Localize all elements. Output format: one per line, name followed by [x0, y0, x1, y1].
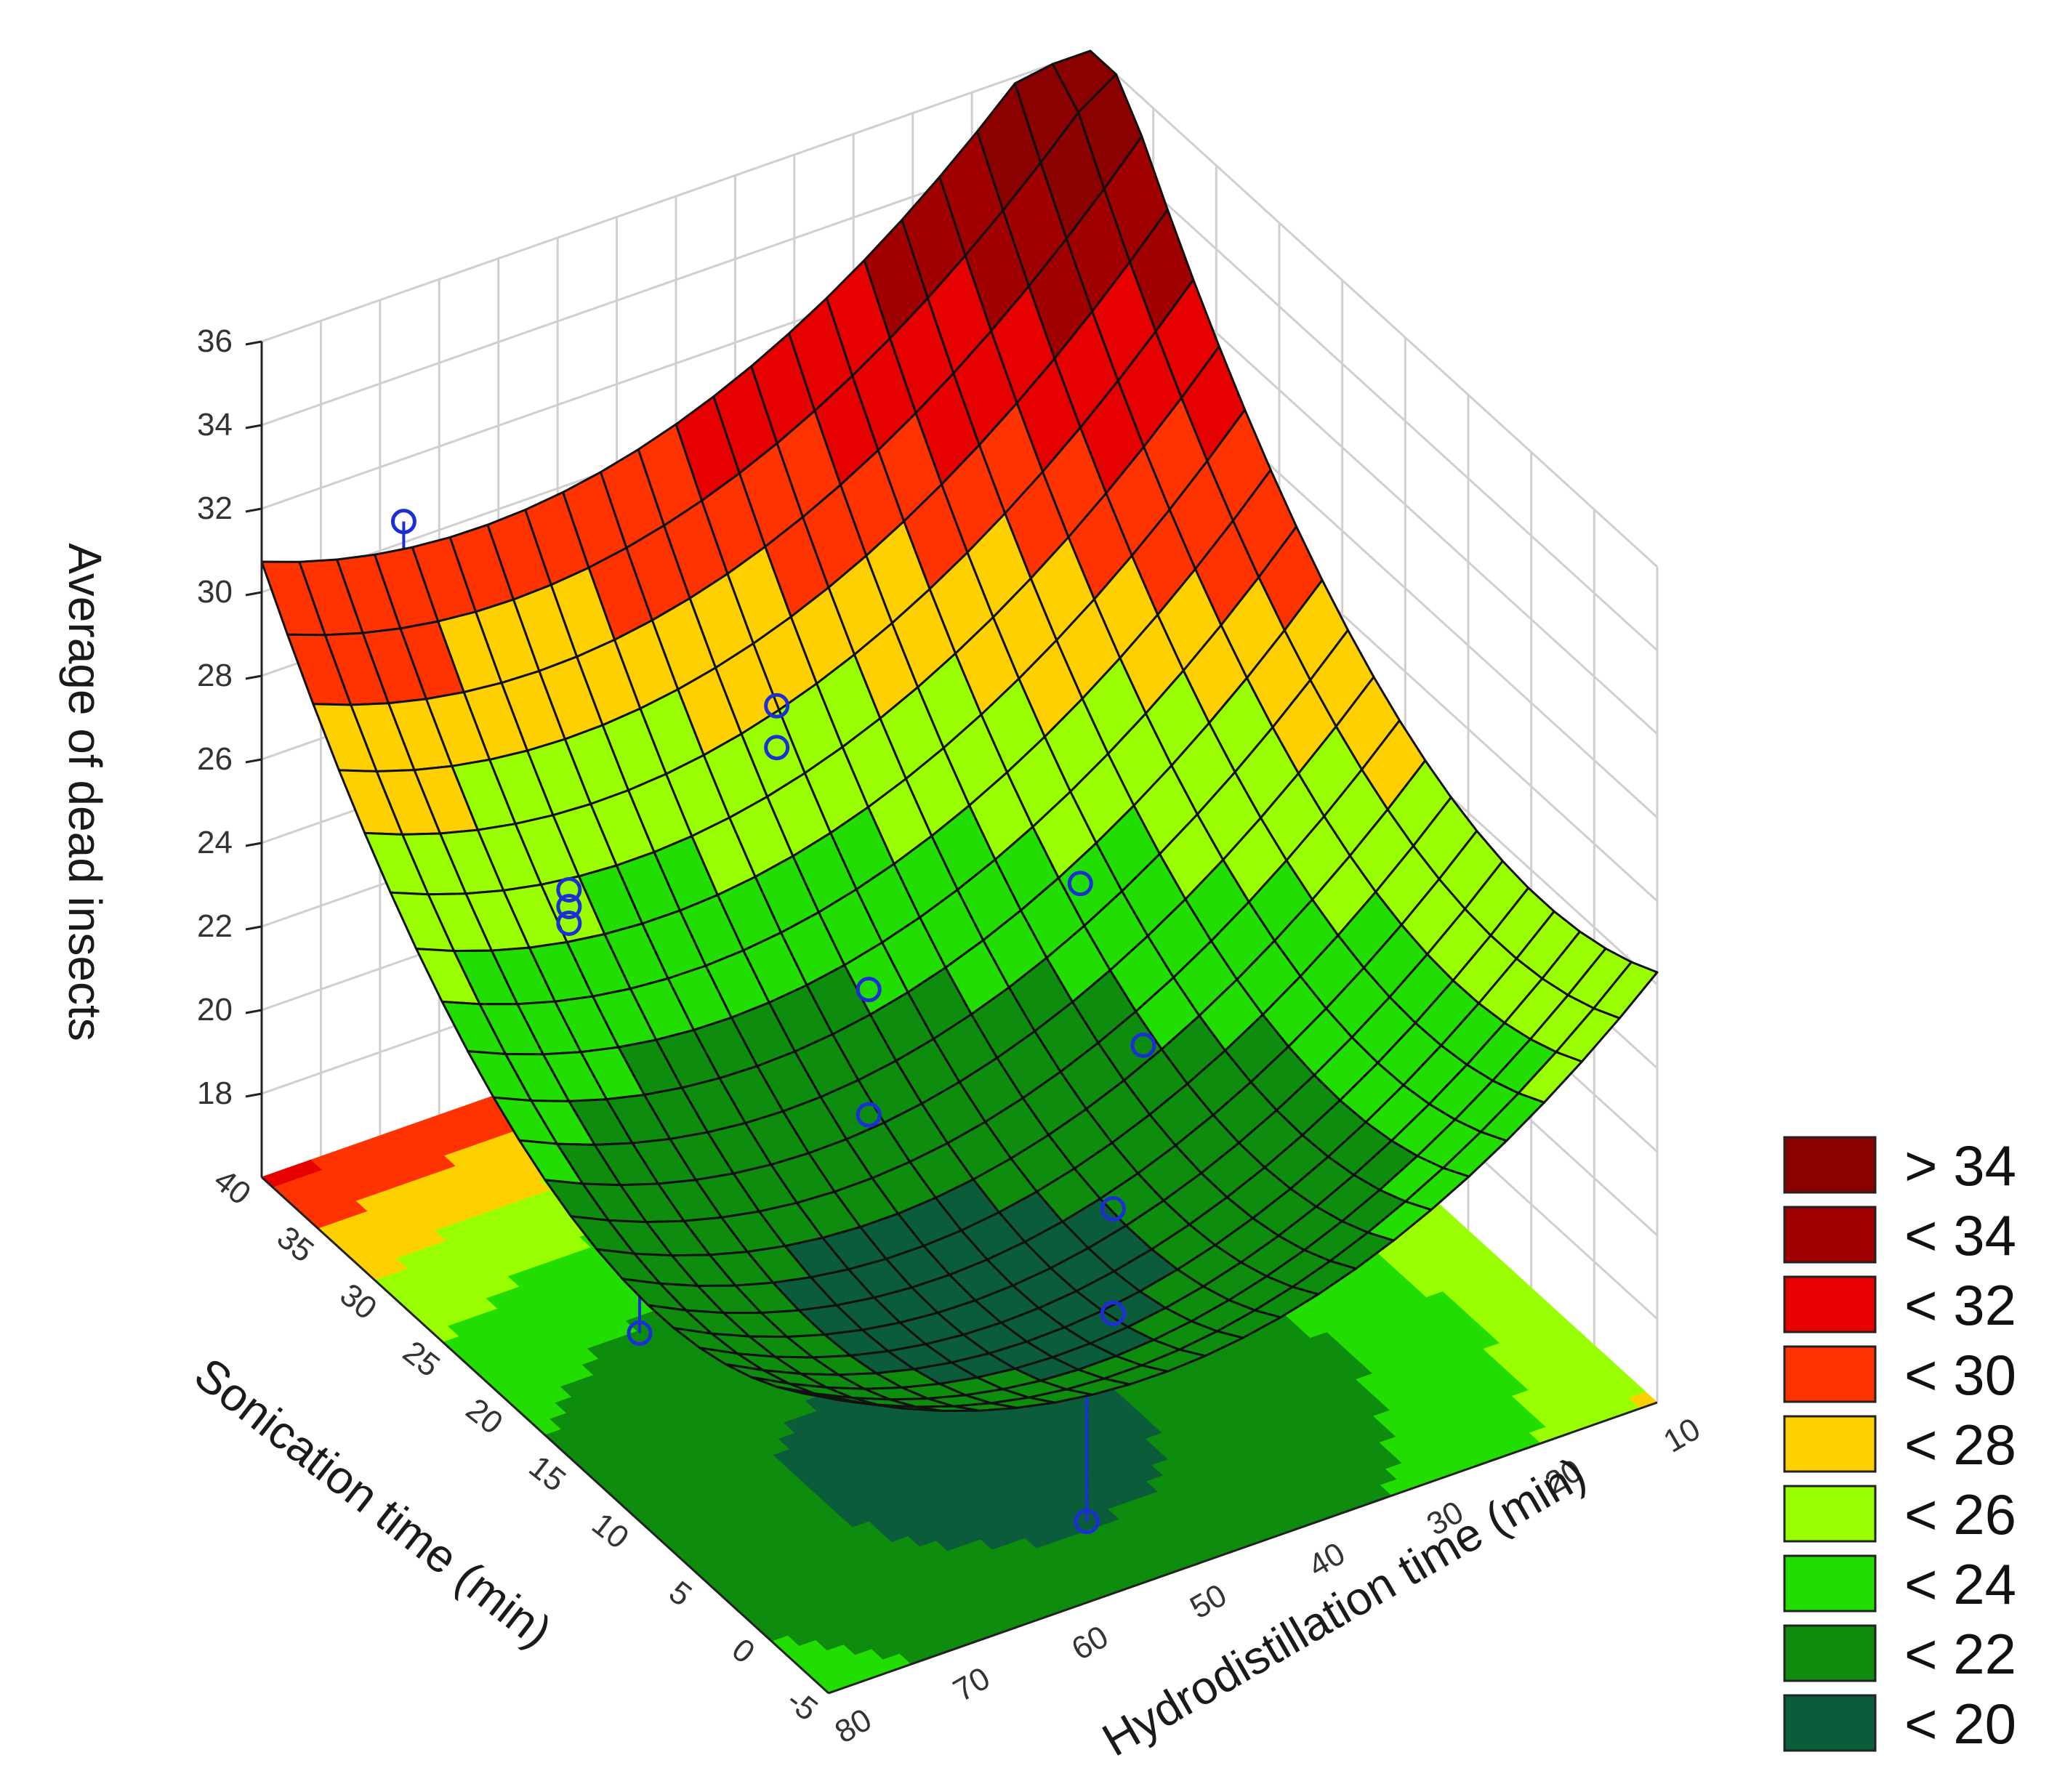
surface-cell: [802, 1392, 868, 1405]
data-point: [856, 977, 882, 1003]
legend: > 34< 34< 32< 30< 28< 26< 24< 22< 20: [1783, 1134, 2016, 1756]
legend-swatch: [1783, 1275, 1877, 1333]
legend-label: < 30: [1904, 1343, 2016, 1407]
legend-label: < 32: [1904, 1273, 2016, 1337]
z-tick-label: 36: [197, 323, 233, 359]
data-point: [390, 509, 416, 535]
legend-swatch: [1783, 1694, 1877, 1752]
z-tick-label: 22: [197, 908, 233, 944]
z-tick-label: 26: [197, 741, 233, 777]
z-tick-label: 34: [197, 407, 233, 443]
z-tick-mark: [245, 507, 262, 513]
grid-line: [1089, 133, 1659, 652]
y-tick-label: 35: [270, 1219, 321, 1270]
z-tick-mark: [245, 424, 262, 429]
z-tick-mark: [245, 841, 262, 847]
legend-label: < 28: [1904, 1413, 2016, 1477]
z-tick-mark: [245, 340, 262, 346]
y-tick-label: 40: [207, 1162, 257, 1212]
z-tick-mark: [245, 1009, 262, 1014]
z-tick-mark: [245, 674, 262, 680]
data-point: [1130, 1032, 1156, 1058]
y-tick-label: -5: [780, 1682, 824, 1728]
z-tick-label: 30: [197, 574, 233, 610]
z-tick-labels: 18 20 22 24 26 28 30 32 34 36: [197, 323, 233, 1111]
legend-swatch: [1783, 1554, 1877, 1613]
legend-label: < 20: [1904, 1692, 2016, 1756]
legend-label: < 26: [1904, 1482, 2016, 1546]
y-tick-label: 5: [662, 1574, 698, 1613]
x-tick-label: 70: [947, 1660, 996, 1709]
data-point: [1100, 1300, 1126, 1326]
data-point: [764, 693, 790, 719]
y-tick-label: 30: [334, 1277, 384, 1327]
z-tick-mark: [245, 1092, 262, 1098]
data-point: [556, 894, 582, 920]
legend-swatch: [1783, 1624, 1877, 1682]
z-tick-mark: [245, 758, 262, 764]
x-tick-label: 80: [829, 1702, 878, 1751]
y-tick-label: 10: [585, 1506, 635, 1556]
legend-swatch: [1783, 1345, 1877, 1403]
axes: [245, 340, 1658, 1695]
data-point: [1100, 1196, 1126, 1222]
data-point: [556, 877, 582, 903]
z-tick-mark: [245, 591, 262, 597]
legend-label: < 22: [1904, 1622, 2016, 1686]
z-tick-label: 28: [197, 658, 233, 693]
legend-swatch: [1783, 1485, 1877, 1543]
data-point: [1074, 1509, 1100, 1535]
data-point: [627, 1320, 653, 1347]
y-tick-label: 25: [396, 1334, 446, 1384]
z-tick-label: 32: [197, 491, 233, 526]
data-point: [1067, 871, 1093, 897]
legend-label: > 34: [1904, 1134, 2016, 1198]
data-point: [856, 1102, 882, 1128]
y-axis-line: [260, 1176, 830, 1695]
x-axis-line: [828, 1401, 1658, 1695]
legend-swatch: [1783, 1415, 1877, 1473]
legend-label: < 34: [1904, 1203, 2016, 1267]
grid-line: [1089, 49, 1659, 568]
x-tick-label: 60: [1066, 1618, 1114, 1667]
z-tick-label: 18: [197, 1075, 233, 1111]
x-tick-label: 10: [1658, 1411, 1707, 1460]
surface-mesh: [260, 49, 1659, 1412]
y-tick-label: 0: [725, 1631, 761, 1671]
z-tick-label: 24: [197, 825, 233, 860]
data-points: [390, 509, 1156, 1535]
y-tick-label: 15: [523, 1449, 573, 1499]
z-axis-title: Average of dead insects: [59, 543, 111, 1041]
x-tick-label: 50: [1184, 1577, 1233, 1626]
data-point: [764, 735, 790, 761]
z-tick-mark: [245, 925, 262, 931]
legend-swatch: [1783, 1206, 1877, 1264]
z-tick-label: 20: [197, 992, 233, 1028]
legend-swatch: [1783, 1136, 1877, 1194]
data-point: [556, 911, 582, 937]
y-tick-label: 20: [459, 1392, 510, 1442]
legend-label: < 24: [1904, 1552, 2016, 1616]
